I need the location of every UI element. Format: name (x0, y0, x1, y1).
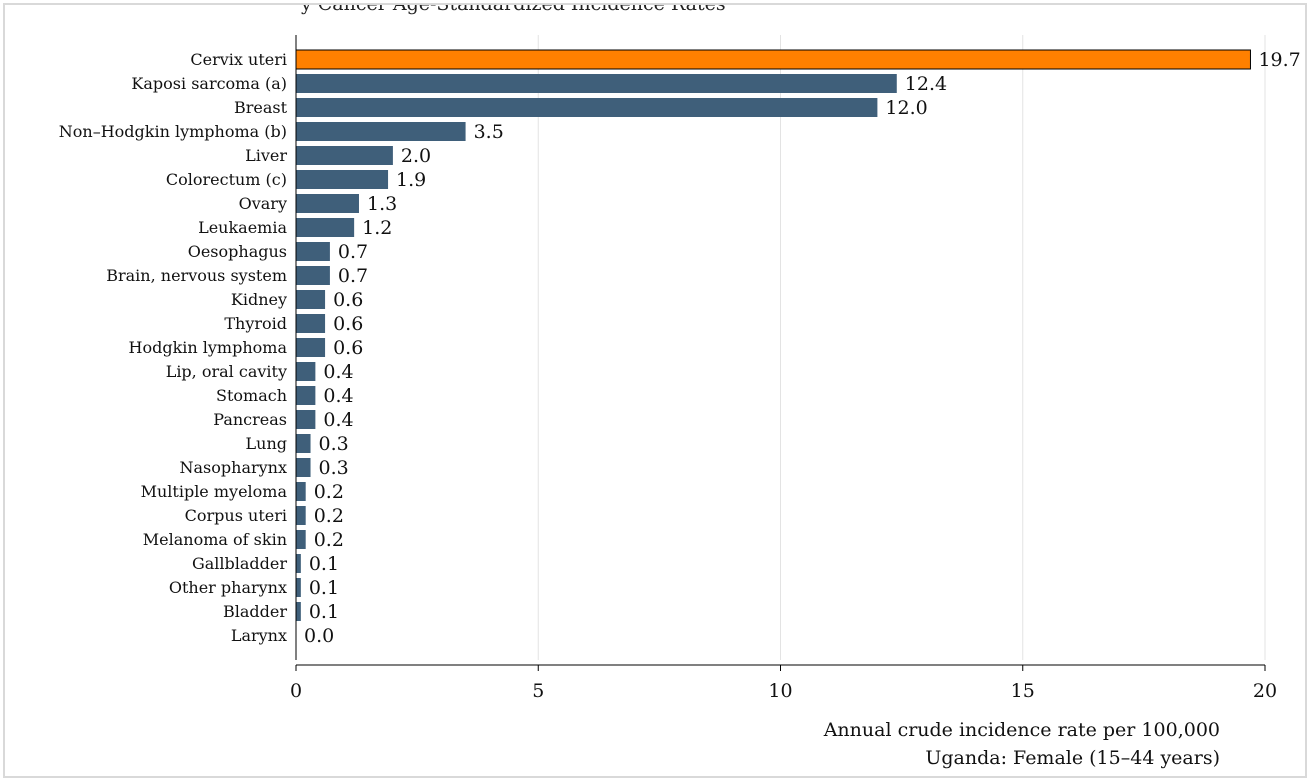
value-label: 1.3 (367, 193, 397, 215)
category-label: Pancreas (213, 410, 287, 429)
value-label: 0.4 (323, 361, 353, 383)
bar-multiple-myeloma (296, 482, 306, 501)
bar-hodgkin-lymphoma (296, 338, 326, 357)
category-label: Liver (245, 146, 287, 165)
grid-lines (537, 35, 1266, 660)
value-labels: 19.712.412.03.52.01.91.31.20.70.70.60.60… (304, 49, 1301, 647)
category-label: Nasopharynx (180, 458, 287, 477)
bar-lip-oral-cavity (296, 362, 316, 381)
value-label: 2.0 (401, 145, 431, 167)
category-label: Oesophagus (188, 242, 287, 261)
value-label: 0.7 (338, 241, 368, 263)
bar-ovary (296, 194, 359, 213)
category-labels: Cervix uteri Kaposi sarcoma (a) Breast Non–… (59, 50, 288, 645)
bar-pancreas (296, 410, 316, 429)
bar-other-pharynx (296, 578, 301, 597)
category-label: Other pharynx (169, 578, 287, 597)
value-label: 0.2 (314, 481, 344, 503)
bar-corpus-uteri (296, 506, 306, 525)
value-label: 0.6 (333, 289, 363, 311)
bar-oesophagus (296, 242, 330, 261)
bar-leukaemia (296, 218, 355, 237)
category-label: Breast (234, 98, 288, 117)
value-label: 1.9 (396, 169, 426, 191)
value-label: 1.2 (362, 217, 392, 239)
x-axis-label: Annual crude incidence rate per 100,000 (823, 719, 1220, 741)
chart-title-fragment: y Cancer Age-Standardized Incidence Rate… (301, 3, 726, 15)
chart-frame: y Cancer Age-Standardized Incidence Rate… (3, 3, 1307, 778)
value-label: 0.2 (314, 529, 344, 551)
chart-note: Uganda: Female (15–44 years) (925, 747, 1220, 769)
bar-liver (296, 146, 393, 165)
category-label: Cervix uteri (190, 50, 287, 69)
value-label: 0.7 (338, 265, 368, 287)
value-label: 0.6 (333, 313, 363, 335)
x-tick-label: 5 (532, 680, 544, 702)
category-label: Kidney (231, 290, 287, 309)
category-label: Gallbladder (192, 554, 287, 573)
value-label: 0.4 (323, 385, 353, 407)
value-label: 0.4 (323, 409, 353, 431)
category-label: Non–Hodgkin lymphoma (b) (59, 122, 287, 141)
category-label: Lip, oral cavity (166, 362, 287, 381)
category-label: Corpus uteri (185, 506, 287, 525)
value-label: 12.4 (905, 73, 947, 95)
value-label: 19.7 (1258, 49, 1300, 71)
bar-kaposi-sarcoma-a (296, 74, 897, 93)
category-label: Brain, nervous system (106, 266, 287, 285)
category-label: Kaposi sarcoma (a) (131, 74, 287, 93)
bar-brain-nervous-system (296, 266, 330, 285)
value-label: 0.1 (309, 577, 339, 599)
bar-melanoma-of-skin (296, 530, 306, 549)
category-label: Larynx (231, 626, 287, 645)
category-label: Melanoma of skin (143, 530, 287, 549)
category-label: Multiple myeloma (141, 482, 288, 501)
category-label: Colorectum (c) (166, 170, 287, 189)
category-label: Stomach (216, 386, 287, 405)
value-label: 0.0 (304, 625, 334, 647)
bar-kidney (296, 290, 326, 309)
value-label: 3.5 (474, 121, 504, 143)
bar-thyroid (296, 314, 326, 333)
category-label: Ovary (239, 194, 287, 213)
bar-stomach (296, 386, 316, 405)
category-label: Bladder (223, 602, 287, 621)
bar-lung (296, 434, 311, 453)
x-tick-label: 10 (768, 680, 792, 702)
x-axis: 0 5 10 15 20 (290, 35, 1277, 702)
bars (295, 49, 1251, 621)
bar-gallbladder (296, 554, 301, 573)
x-tick-label: 15 (1011, 680, 1035, 702)
category-label: Thyroid (224, 314, 287, 333)
value-label: 0.2 (314, 505, 344, 527)
category-label: Leukaemia (198, 218, 287, 237)
bar-non-hodgkin-lymphoma-b (296, 122, 466, 141)
x-tick-label: 20 (1253, 680, 1277, 702)
value-label: 0.3 (319, 457, 349, 479)
bar-bladder (296, 602, 301, 621)
value-label: 12.0 (885, 97, 927, 119)
x-tick-label: 0 (290, 680, 302, 702)
value-label: 0.6 (333, 337, 363, 359)
value-label: 0.1 (309, 553, 339, 575)
bar-nasopharynx (296, 458, 311, 477)
value-label: 0.1 (309, 601, 339, 623)
bar-colorectum-c (296, 170, 389, 189)
value-label: 0.3 (319, 433, 349, 455)
bar-chart: Cervix uteri Kaposi sarcoma (a) Breast Non–… (59, 35, 1301, 769)
category-label: Hodgkin lymphoma (129, 338, 288, 357)
bar-breast (296, 98, 878, 117)
category-label: Lung (246, 434, 287, 453)
bar-cervix-uteri (295, 49, 1251, 70)
